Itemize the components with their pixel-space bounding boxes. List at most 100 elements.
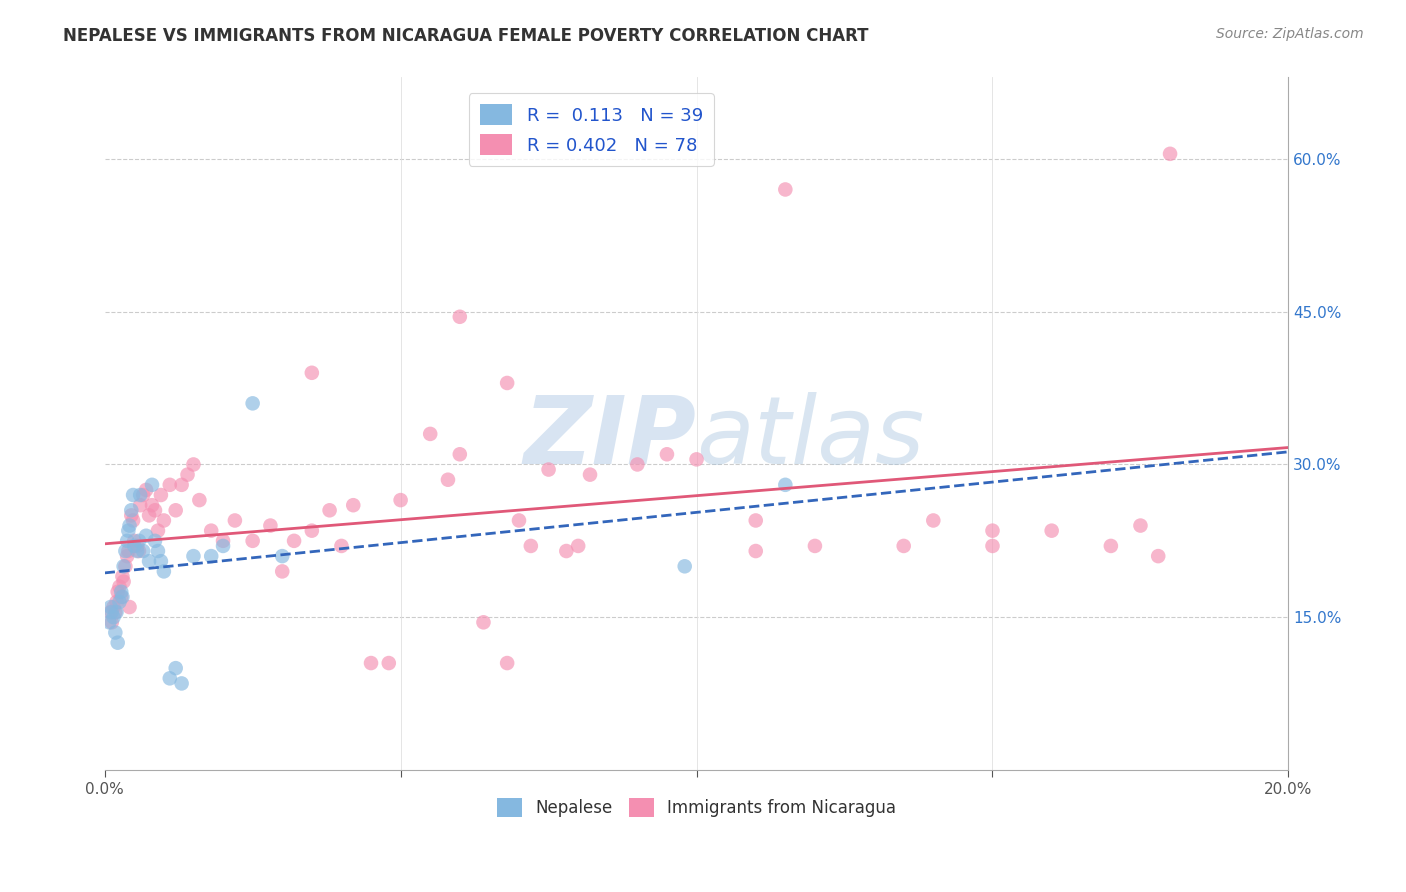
Point — [146, 544, 169, 558]
Point — [508, 513, 530, 527]
Point — [100, 600, 122, 615]
Point — [775, 478, 797, 492]
Point — [318, 503, 340, 517]
Point — [114, 544, 136, 558]
Point — [117, 544, 139, 558]
Point — [115, 533, 138, 548]
Point — [183, 458, 205, 472]
Point — [149, 554, 172, 568]
Text: ZIP: ZIP — [523, 392, 696, 483]
Point — [138, 508, 160, 523]
Text: NEPALESE VS IMMIGRANTS FROM NICARAGUA FEMALE POVERTY CORRELATION CHART: NEPALESE VS IMMIGRANTS FROM NICARAGUA FE… — [63, 27, 869, 45]
Point — [120, 508, 142, 523]
Point — [101, 605, 124, 619]
Point — [159, 478, 181, 492]
Point — [655, 447, 678, 461]
Point — [200, 549, 222, 563]
Point — [149, 488, 172, 502]
Text: Source: ZipAtlas.com: Source: ZipAtlas.com — [1216, 27, 1364, 41]
Point — [103, 600, 125, 615]
Point — [1159, 146, 1181, 161]
Point — [103, 610, 125, 624]
Point — [271, 565, 294, 579]
Point — [128, 544, 150, 558]
Point — [775, 182, 797, 196]
Point — [242, 533, 264, 548]
Point — [981, 539, 1004, 553]
Point — [259, 518, 281, 533]
Point — [212, 533, 235, 548]
Point — [283, 533, 305, 548]
Point — [496, 376, 519, 390]
Point — [101, 615, 124, 630]
Point — [98, 615, 121, 630]
Point — [128, 533, 150, 548]
Point — [520, 539, 543, 553]
Point — [555, 544, 578, 558]
Point — [159, 671, 181, 685]
Point — [104, 605, 127, 619]
Point — [120, 503, 142, 517]
Point — [389, 493, 412, 508]
Point — [170, 478, 193, 492]
Point — [122, 488, 145, 502]
Point — [579, 467, 602, 482]
Point — [419, 426, 441, 441]
Point — [360, 656, 382, 670]
Point — [224, 513, 246, 527]
Point — [111, 590, 134, 604]
Point — [271, 549, 294, 563]
Point — [115, 549, 138, 563]
Point — [105, 595, 128, 609]
Point — [153, 565, 176, 579]
Point — [1040, 524, 1063, 538]
Point — [135, 483, 157, 497]
Point — [188, 493, 211, 508]
Point — [378, 656, 401, 670]
Point — [132, 488, 155, 502]
Point — [437, 473, 460, 487]
Point — [107, 636, 129, 650]
Point — [122, 513, 145, 527]
Point — [472, 615, 495, 630]
Point — [129, 488, 152, 502]
Point — [342, 498, 364, 512]
Point — [301, 366, 323, 380]
Point — [107, 584, 129, 599]
Point — [1129, 518, 1152, 533]
Point — [183, 549, 205, 563]
Legend: Nepalese, Immigrants from Nicaragua: Nepalese, Immigrants from Nicaragua — [491, 791, 903, 824]
Point — [165, 661, 187, 675]
Point — [143, 533, 166, 548]
Point — [141, 478, 163, 492]
Point — [108, 580, 131, 594]
Point — [200, 524, 222, 538]
Point — [135, 529, 157, 543]
Point — [118, 600, 141, 615]
Point — [449, 310, 471, 324]
Point — [146, 524, 169, 538]
Point — [118, 518, 141, 533]
Point — [132, 544, 155, 558]
Point — [122, 533, 145, 548]
Point — [112, 574, 135, 589]
Point — [153, 513, 176, 527]
Point — [301, 524, 323, 538]
Point — [176, 467, 198, 482]
Point — [165, 503, 187, 517]
Point — [673, 559, 696, 574]
Point — [981, 524, 1004, 538]
Point — [114, 559, 136, 574]
Point — [1147, 549, 1170, 563]
Point — [127, 539, 149, 553]
Point — [170, 676, 193, 690]
Point — [127, 544, 149, 558]
Point — [143, 503, 166, 517]
Point — [108, 595, 131, 609]
Point — [449, 447, 471, 461]
Point — [105, 605, 128, 619]
Point — [496, 656, 519, 670]
Point — [242, 396, 264, 410]
Point — [893, 539, 915, 553]
Point — [685, 452, 707, 467]
